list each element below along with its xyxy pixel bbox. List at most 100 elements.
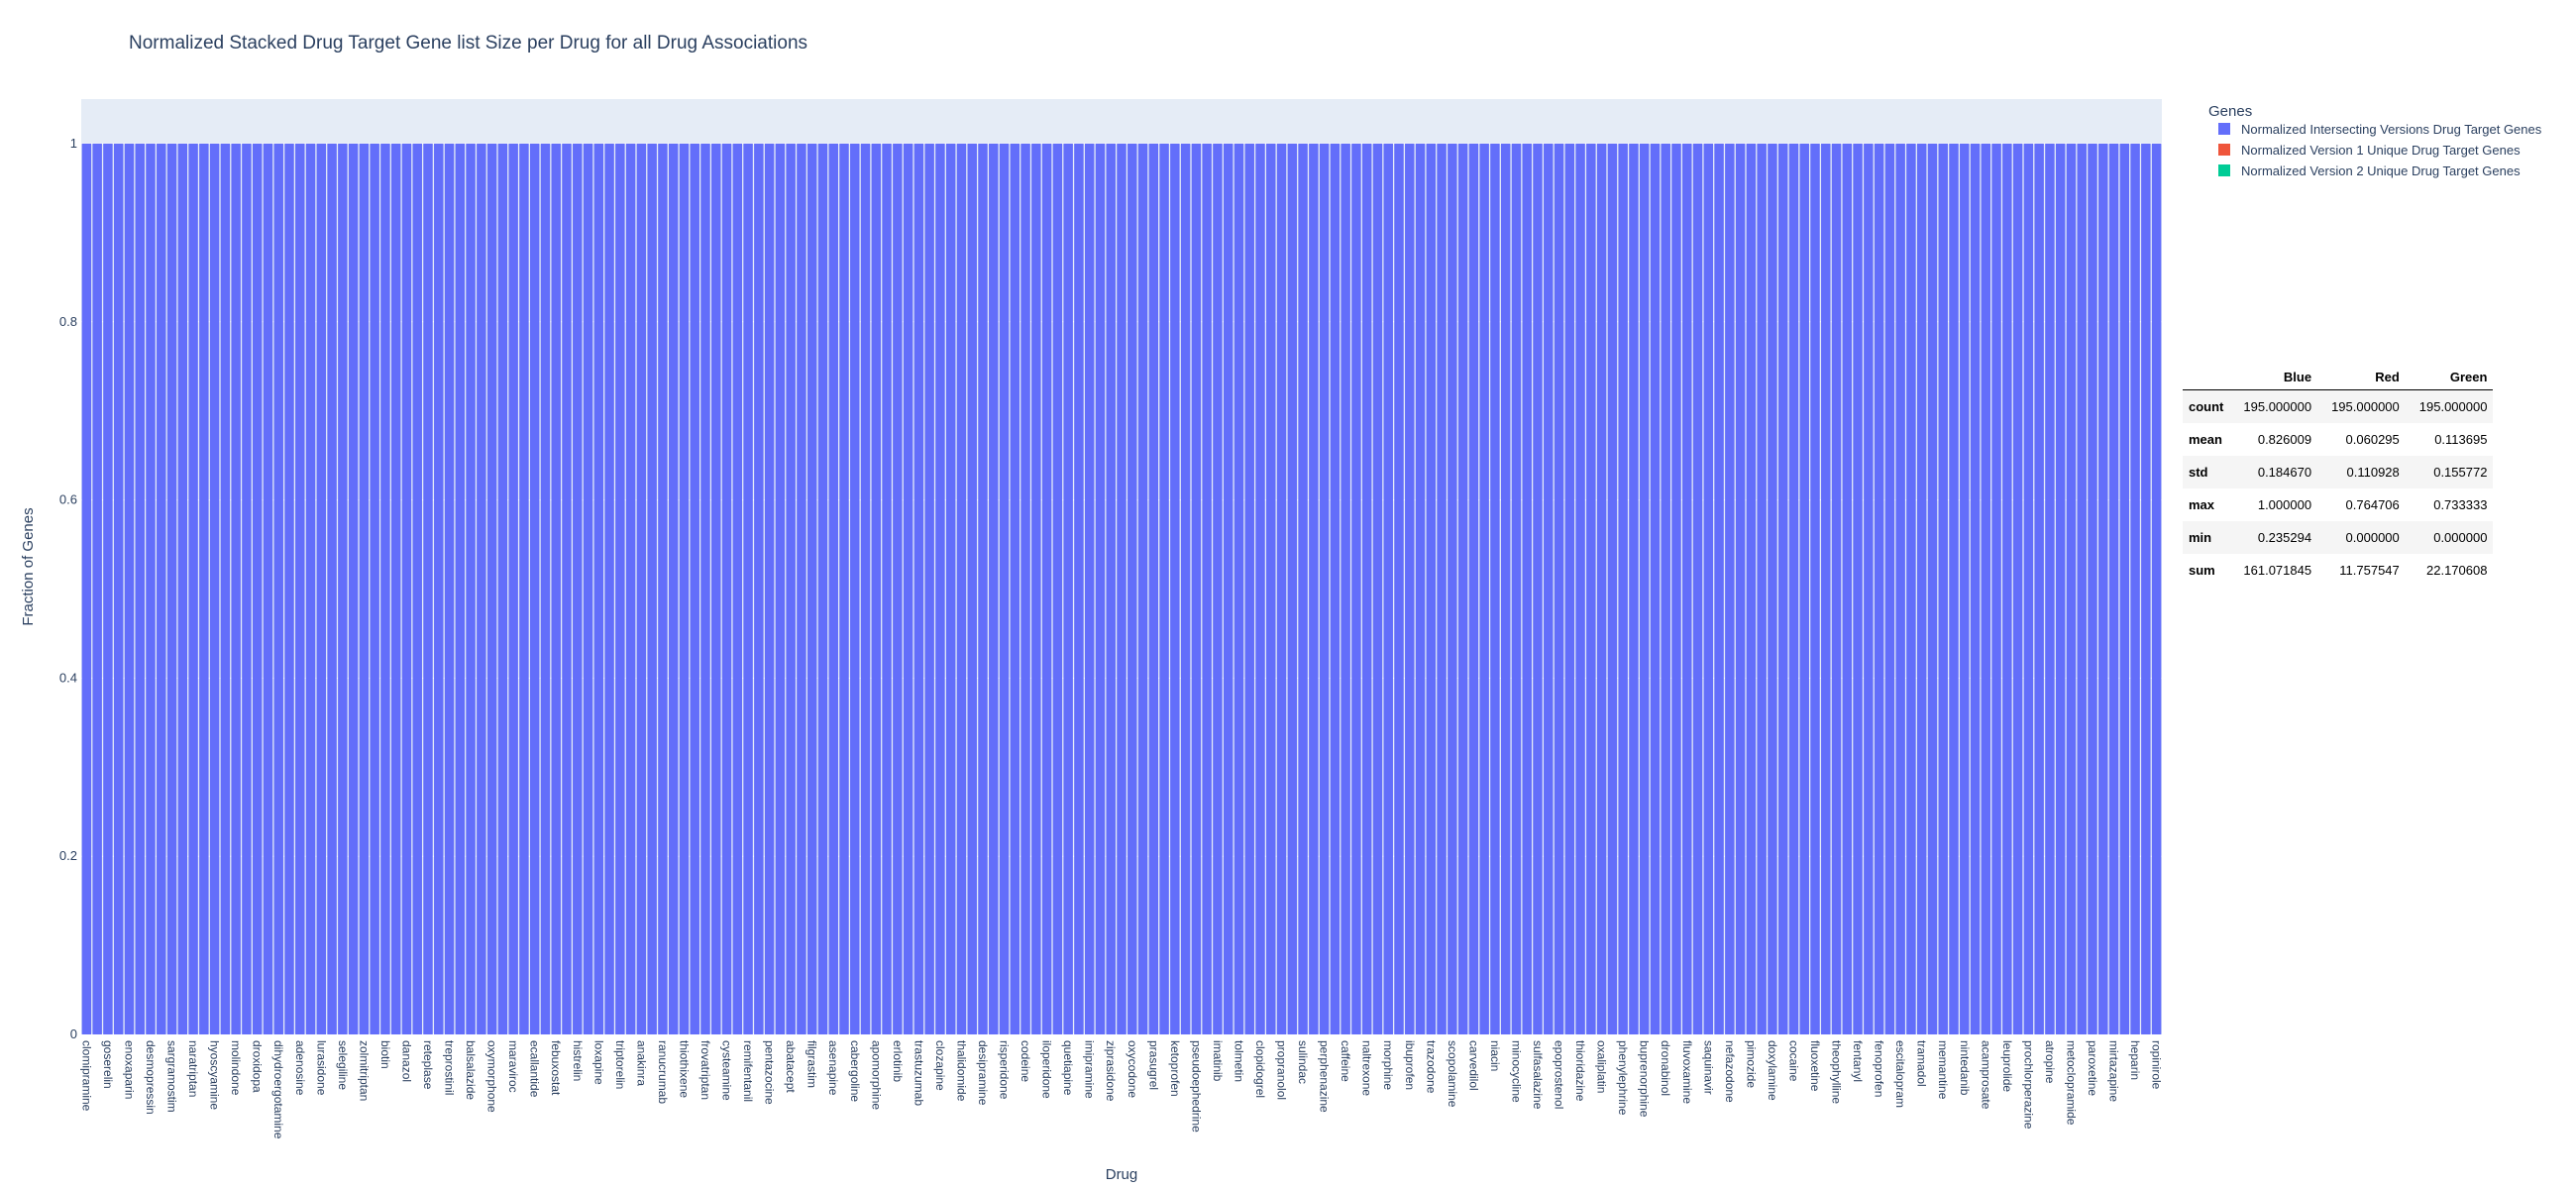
bar-segment-blue[interactable] <box>1981 143 1991 1034</box>
bar-segment-blue[interactable] <box>1041 143 1052 1034</box>
bar-segment-blue[interactable] <box>1074 143 1084 1034</box>
bar-segment-blue[interactable] <box>1330 143 1341 1034</box>
bar-segment-blue[interactable] <box>711 143 721 1034</box>
bar-segment-blue[interactable] <box>209 143 220 1034</box>
bar-segment-blue[interactable] <box>1564 143 1575 1034</box>
bar-segment-blue[interactable] <box>1405 143 1415 1034</box>
bar-segment-blue[interactable] <box>1223 143 1234 1034</box>
bar-segment-blue[interactable] <box>860 143 871 1034</box>
bar-segment-blue[interactable] <box>540 143 551 1034</box>
bar-segment-blue[interactable] <box>754 143 764 1034</box>
bar-segment-blue[interactable] <box>2141 143 2151 1034</box>
bar-segment-blue[interactable] <box>1234 143 1244 1034</box>
bar-segment-blue[interactable] <box>1448 143 1457 1034</box>
bar-segment-blue[interactable] <box>1884 143 1895 1034</box>
bar-segment-blue[interactable] <box>1361 143 1372 1034</box>
bar-segment-blue[interactable] <box>839 143 849 1034</box>
bar-segment-blue[interactable] <box>1244 143 1254 1034</box>
bar-segment-blue[interactable] <box>135 143 145 1034</box>
bar-segment-blue[interactable] <box>786 143 796 1034</box>
bar-segment-blue[interactable] <box>2066 143 2077 1034</box>
bar-segment-blue[interactable] <box>113 143 124 1034</box>
bar-segment-blue[interactable] <box>1821 143 1831 1034</box>
bar-segment-blue[interactable] <box>519 143 529 1034</box>
bar-segment-blue[interactable] <box>1714 143 1724 1034</box>
bar-segment-blue[interactable] <box>103 143 113 1034</box>
bar-segment-blue[interactable] <box>1372 143 1383 1034</box>
bar-segment-blue[interactable] <box>1180 143 1191 1034</box>
bar-segment-blue[interactable] <box>1799 143 1809 1034</box>
bar-segment-blue[interactable] <box>764 143 775 1034</box>
bar-segment-blue[interactable] <box>497 143 508 1034</box>
bar-segment-blue[interactable] <box>444 143 455 1034</box>
bar-segment-blue[interactable] <box>924 143 934 1034</box>
bar-segment-blue[interactable] <box>81 143 92 1034</box>
bar-segment-blue[interactable] <box>2034 143 2044 1034</box>
bar-segment-blue[interactable] <box>1949 143 1959 1034</box>
bar-segment-blue[interactable] <box>1052 143 1063 1034</box>
bar-segment-blue[interactable] <box>636 143 647 1034</box>
bar-segment-blue[interactable] <box>1853 143 1863 1034</box>
bar-segment-blue[interactable] <box>1415 143 1426 1034</box>
bar-segment-blue[interactable] <box>647 143 657 1034</box>
bar-segment-blue[interactable] <box>2098 143 2108 1034</box>
bar-segment-blue[interactable] <box>700 143 710 1034</box>
legend-item-version1[interactable]: Normalized Version 1 Unique Drug Target … <box>2218 143 2521 158</box>
bar-segment-blue[interactable] <box>1757 143 1767 1034</box>
bar-segment-blue[interactable] <box>893 143 903 1034</box>
bar-segment-blue[interactable] <box>1479 143 1489 1034</box>
bar-segment-blue[interactable] <box>327 143 337 1034</box>
bar-segment-blue[interactable] <box>668 143 679 1034</box>
bar-segment-blue[interactable] <box>466 143 476 1034</box>
bar-segment-blue[interactable] <box>1490 143 1500 1034</box>
bar-segment-blue[interactable] <box>1383 143 1393 1034</box>
bar-segment-blue[interactable] <box>166 143 177 1034</box>
bar-segment-blue[interactable] <box>1084 143 1095 1034</box>
bar-segment-blue[interactable] <box>967 143 977 1034</box>
bar-segment-blue[interactable] <box>1276 143 1287 1034</box>
bar-segment-blue[interactable] <box>1596 143 1607 1034</box>
bar-segment-blue[interactable] <box>978 143 988 1034</box>
bar-segment-blue[interactable] <box>989 143 999 1034</box>
bar-segment-blue[interactable] <box>562 143 572 1034</box>
bar-segment-blue[interactable] <box>1746 143 1757 1034</box>
bar-segment-blue[interactable] <box>412 143 422 1034</box>
bar-segment-blue[interactable] <box>1639 143 1650 1034</box>
bar-segment-blue[interactable] <box>486 143 497 1034</box>
bar-segment-blue[interactable] <box>92 143 102 1034</box>
bar-segment-blue[interactable] <box>1426 143 1437 1034</box>
bar-segment-blue[interactable] <box>1906 143 1916 1034</box>
bar-segment-blue[interactable] <box>1170 143 1180 1034</box>
bar-segment-blue[interactable] <box>252 143 263 1034</box>
bar-segment-blue[interactable] <box>390 143 401 1034</box>
bar-segment-blue[interactable] <box>1522 143 1532 1034</box>
bar-segment-blue[interactable] <box>658 143 668 1034</box>
bar-segment-blue[interactable] <box>2130 143 2140 1034</box>
bar-segment-blue[interactable] <box>2002 143 2012 1034</box>
bar-segment-blue[interactable] <box>1533 143 1543 1034</box>
bar-segment-blue[interactable] <box>455 143 466 1034</box>
bar-segment-blue[interactable] <box>935 143 945 1034</box>
bar-segment-blue[interactable] <box>1457 143 1468 1034</box>
bar-segment-blue[interactable] <box>380 143 390 1034</box>
bar-segment-blue[interactable] <box>1255 143 1265 1034</box>
bar-segment-blue[interactable] <box>775 143 786 1034</box>
bar-segment-blue[interactable] <box>1298 143 1308 1034</box>
bar-segment-blue[interactable] <box>2088 143 2097 1034</box>
bar-segment-blue[interactable] <box>305 143 316 1034</box>
bar-segment-blue[interactable] <box>1864 143 1874 1034</box>
bar-segment-blue[interactable] <box>593 143 604 1034</box>
bar-segment-blue[interactable] <box>231 143 241 1034</box>
bar-segment-blue[interactable] <box>583 143 593 1034</box>
bar-segment-blue[interactable] <box>1309 143 1319 1034</box>
bar-segment-blue[interactable] <box>679 143 690 1034</box>
bar-segment-blue[interactable] <box>625 143 636 1034</box>
bar-segment-blue[interactable] <box>1341 143 1350 1034</box>
bar-segment-blue[interactable] <box>1927 143 1938 1034</box>
bar-segment-blue[interactable] <box>1788 143 1799 1034</box>
bar-segment-blue[interactable] <box>1650 143 1661 1034</box>
bar-segment-blue[interactable] <box>1618 143 1628 1034</box>
bar-segment-blue[interactable] <box>1842 143 1853 1034</box>
bar-segment-blue[interactable] <box>732 143 743 1034</box>
legend-item-intersecting[interactable]: Normalized Intersecting Versions Drug Ta… <box>2218 122 2542 137</box>
